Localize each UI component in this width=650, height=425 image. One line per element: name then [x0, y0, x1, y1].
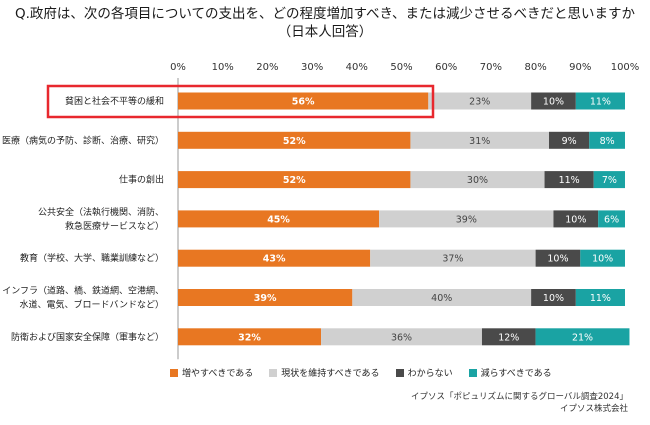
bar-segment: [531, 92, 576, 110]
category-label: 仕事の創出: [119, 174, 164, 186]
chart-title: Q.政府は、次の各項目についての支出を、どの程度増加すべき、または減少させるべき…: [0, 5, 650, 41]
title-line-1: Q.政府は、次の各項目についての支出を、どの程度増加すべき、または減少させるべき…: [14, 6, 636, 22]
source-note: イプソス「ポピュリズムに関するグローバル調査2024」 イプソス株式会社: [411, 391, 628, 415]
x-tick-label: 40%: [346, 62, 368, 73]
bar-segment: [428, 92, 532, 110]
bar-segment: [178, 92, 429, 110]
bar-segment: [575, 92, 625, 110]
x-tick-label: 10%: [212, 62, 234, 73]
data-label: 8%: [600, 136, 615, 147]
data-label: 52%: [283, 136, 306, 147]
category-label: 救急医療サービスなど）: [65, 220, 164, 232]
legend-item: 増やすべきである: [170, 366, 253, 379]
bar-segment: [410, 171, 545, 189]
bar-segment: [598, 210, 625, 228]
data-label: 23%: [469, 97, 490, 108]
bar-segment: [481, 328, 536, 346]
bar-segment: [178, 249, 371, 267]
legend-label: 増やすべきである: [182, 369, 254, 379]
source-line-1: イプソス「ポピュリズムに関するグローバル調査2024」: [410, 392, 628, 402]
category-label: 公共安全（法執行機関、消防、: [38, 206, 164, 218]
data-label: 7%: [602, 175, 617, 186]
x-tick-label: 80%: [524, 62, 546, 73]
x-tick-label: 90%: [569, 62, 591, 73]
category-label: 教育（学校、大学、職業訓練など）: [20, 252, 164, 264]
bar-segment: [379, 210, 554, 228]
data-label: 10%: [592, 254, 613, 265]
legend-swatch: [269, 368, 278, 377]
data-label: 40%: [431, 293, 452, 304]
data-label: 9%: [562, 136, 577, 147]
data-label: 31%: [469, 136, 490, 147]
data-label: 11%: [559, 175, 580, 186]
data-label: 21%: [572, 332, 593, 343]
highlight-box: [46, 84, 435, 119]
bar-segment: [535, 328, 630, 346]
data-label: 11%: [590, 97, 611, 108]
bar-segment: [580, 249, 625, 267]
data-label: 10%: [543, 293, 564, 304]
bar-segment: [589, 131, 625, 149]
bar-segment: [178, 289, 353, 306]
data-label: 39%: [254, 293, 277, 304]
legend-label: 現状を維持すべきである: [281, 369, 380, 379]
bar-segment: [352, 289, 532, 306]
legend-item: 減らすべきである: [468, 366, 552, 379]
x-tick-label: 50%: [390, 62, 412, 73]
data-label: 10%: [543, 97, 564, 108]
data-label: 10%: [547, 254, 568, 265]
legend-item: わからない: [395, 366, 453, 379]
bar-segment: [531, 289, 576, 306]
title-line-2: （日本人回答）: [277, 24, 373, 40]
category-label: 貧困と社会不平等の緩和: [65, 95, 164, 107]
x-tick-label: 30%: [301, 62, 323, 73]
category-label: インフラ（道路、橋、鉄道網、空港網、: [2, 285, 164, 297]
data-label: 10%: [565, 214, 586, 225]
data-label: 52%: [283, 175, 306, 186]
legend-swatch: [395, 368, 404, 377]
data-label: 43%: [263, 254, 286, 265]
data-label: 39%: [456, 214, 477, 225]
data-label: 36%: [391, 332, 412, 343]
bar-segment: [321, 328, 482, 346]
bar-segment: [178, 210, 380, 228]
x-tick-label: 0%: [170, 62, 186, 73]
legend-swatch: [468, 368, 477, 377]
legend-label: 減らすべきである: [480, 369, 552, 379]
data-label: 11%: [590, 293, 611, 304]
data-label: 45%: [267, 214, 290, 225]
bar-segment: [178, 328, 322, 346]
x-tick-label: 60%: [435, 62, 457, 73]
bar-segment: [553, 210, 599, 228]
data-label: 6%: [604, 214, 619, 225]
x-tick-label: 70%: [480, 62, 502, 73]
data-label: 56%: [292, 97, 315, 108]
bar-segment: [178, 171, 411, 189]
bar-segment: [544, 171, 594, 189]
data-label: 32%: [238, 332, 261, 343]
source-line-2: イプソス株式会社: [559, 404, 628, 414]
bar-segment: [575, 289, 625, 306]
category-label: 医療（病気の予防、診断、治療、研究）: [2, 134, 164, 146]
category-label: 防衛および国家安全保障（軍事など）: [11, 331, 164, 343]
data-label: 30%: [467, 175, 488, 186]
bar-segment: [410, 131, 550, 149]
category-label: 水道、電気、ブロードバンドなど）: [20, 299, 164, 311]
legend-label: わからない: [407, 369, 453, 379]
legend-swatch: [170, 368, 178, 377]
bar-segment: [535, 249, 581, 267]
data-label: 37%: [442, 254, 463, 265]
x-tick-label: 100%: [611, 62, 640, 73]
bar-segment: [178, 131, 411, 149]
data-label: 12%: [498, 332, 519, 343]
legend-item: 現状を維持すべきである: [269, 366, 380, 379]
legend: 増やすべきである 現状を維持すべきである わからない 減らすべきである: [170, 366, 552, 379]
bar-segment: [549, 131, 590, 149]
bar-segment: [593, 171, 625, 189]
bar-segment: [370, 249, 536, 267]
x-tick-label: 20%: [256, 62, 278, 73]
